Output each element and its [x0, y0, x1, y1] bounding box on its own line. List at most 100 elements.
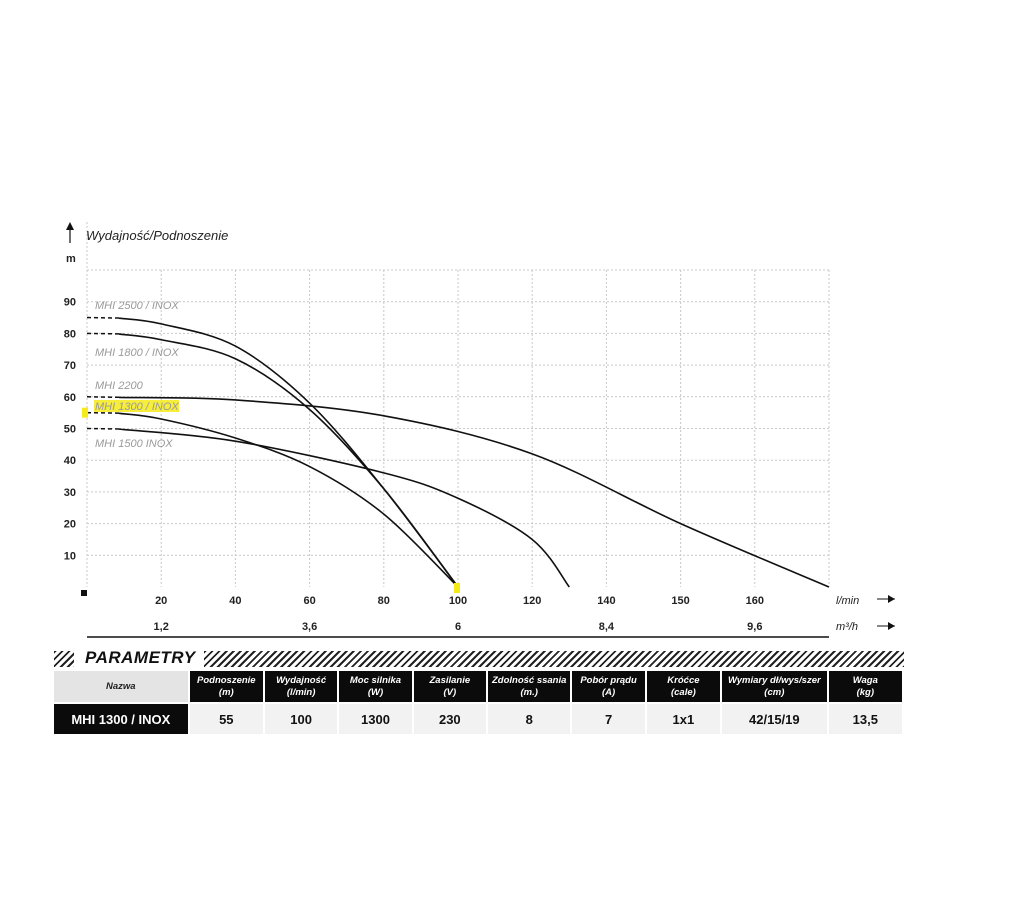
col-unit: (W) [367, 686, 384, 698]
cell-moc: 1300 [337, 702, 413, 734]
x2-tick-label: 3,6 [302, 621, 317, 633]
col-header-wymiary: Wymiary dł/wys/szer (cm) [720, 671, 828, 703]
col-unit: (m.) [520, 686, 538, 698]
y-tick-label: 40 [64, 455, 76, 467]
col-unit: (kg) [856, 686, 874, 698]
x2-arrow-head [888, 622, 895, 630]
y-tick-label: 70 [64, 360, 76, 372]
params-header-row: Nazwa Podnoszenie (m) Wydajność (l/min) Mo… [54, 671, 902, 703]
col-unit: (l/min) [286, 686, 316, 698]
y-tick-label: 60 [64, 392, 76, 404]
chart-grid [86, 222, 830, 587]
col-header-wydajnosc: Wydajność (l/min) [262, 671, 339, 703]
curve-dash-4 [86, 411, 120, 414]
params-header: PARAMETRY [54, 648, 904, 669]
label-highlight [94, 400, 179, 412]
col-unit: (cm) [764, 686, 785, 698]
cell-zasilanie: 230 [411, 702, 487, 734]
params-title: PARAMETRY [85, 648, 196, 667]
curve-dash-2 [86, 332, 120, 335]
series-label-5: MHI 1500 INOX [95, 438, 173, 450]
col-label: Moc silnika [349, 674, 402, 686]
cell-waga: 13,5 [826, 702, 902, 734]
col-label: Króćce [667, 674, 700, 686]
chart-title: Wydajność/Podnoszenie [86, 228, 228, 243]
x2-axis-unit: m³/h [836, 621, 858, 633]
cell-wymiary: 42/15/19 [720, 702, 828, 734]
cell-krocce: 1x1 [644, 702, 722, 734]
x-axis-unit: l/min [836, 595, 859, 607]
pump-curve-chart: 10 20 30 40 50 60 70 80 90 20 40 60 80 100 120 140 150 1… [64, 222, 895, 638]
col-header-krocce: Króćce (cale) [644, 671, 722, 703]
x-arrow-head [888, 595, 895, 603]
hatch-left [54, 651, 74, 667]
y-arrow-head [66, 222, 74, 230]
y-tick-label: 50 [64, 424, 76, 436]
x-tick-label: 120 [523, 595, 541, 607]
y-tick-label: 30 [64, 487, 76, 499]
col-unit: (cale) [670, 686, 696, 698]
x-tick-label: 40 [229, 595, 241, 607]
col-header-ssanie: Zdolność ssania (m.) [485, 671, 572, 703]
axis-highlight-marker [82, 407, 88, 418]
series-label-2: MHI 1800 / INOX [95, 347, 179, 359]
col-label: Nazwa [106, 680, 136, 692]
hatch-right [204, 651, 904, 667]
cell-podnoszenie: 55 [187, 702, 264, 734]
chart-titles: Wydajność/Podnoszenie m [66, 222, 228, 265]
y-axis-unit: m [66, 253, 76, 265]
x-tick-label: 20 [155, 595, 167, 607]
col-label: Waga [852, 674, 878, 686]
x-tick-label: 140 [597, 595, 615, 607]
series-label-1: MHI 2500 / INOX [95, 300, 179, 312]
x-tick-label: 150 [671, 595, 689, 607]
x2-axis: 1,2 3,6 6 8,4 9,6 m³/h [87, 621, 895, 638]
col-label: Pobór prądu [580, 674, 637, 686]
y-tick-label: 80 [64, 328, 76, 340]
col-header-waga: Waga (kg) [826, 671, 902, 703]
col-label: Wydajność [276, 674, 327, 686]
params-table: Nazwa Podnoszenie (m) Wydajność (l/min) Mo… [54, 671, 902, 734]
col-label: Zdolność ssania [491, 674, 567, 686]
col-header-moc: Moc silnika (W) [337, 671, 413, 703]
x2-tick-label: 6 [455, 621, 461, 633]
cell-nazwa: MHI 1300 / INOX [54, 702, 189, 734]
col-label: Zasilanie [429, 674, 471, 686]
x-tick-label: 160 [746, 595, 764, 607]
x2-tick-label: 1,2 [154, 621, 169, 633]
curve-2 [118, 333, 459, 588]
y-tick-label: 90 [64, 297, 76, 309]
cell-ssanie: 8 [485, 702, 572, 734]
x2-tick-label: 8,4 [599, 621, 615, 633]
y-tick-label: 10 [64, 550, 76, 562]
curve-dash-5 [86, 427, 120, 430]
cell-wydajnosc: 100 [262, 702, 339, 734]
col-header-nazwa: Nazwa [54, 671, 189, 703]
origin-marker [81, 590, 87, 596]
curves [86, 316, 830, 588]
cell-pobor: 7 [570, 702, 646, 734]
col-header-pobor: Pobór prądu (A) [570, 671, 646, 703]
curve-4 [118, 412, 459, 588]
curve-dash-3 [86, 396, 120, 399]
x-tick-label: 80 [378, 595, 390, 607]
series-label-4: MHI 1300 / INOX [95, 401, 179, 413]
col-label: Wymiary dł/wys/szer [727, 674, 821, 686]
x2-tick-label: 9,6 [747, 621, 762, 633]
curve-dash-1 [86, 316, 120, 319]
x-axis: 20 40 60 80 100 120 140 150 160 l/min [155, 595, 895, 607]
col-unit: (A) [601, 686, 616, 698]
col-unit: (V) [443, 686, 457, 698]
col-label: Podnoszenie [197, 674, 256, 686]
curve-5 [118, 428, 570, 588]
col-header-zasilanie: Zasilanie (V) [411, 671, 487, 703]
params-row: MHI 1300 / INOX 55 100 1300 230 8 7 1x1 … [54, 702, 902, 734]
col-unit: (m) [218, 686, 234, 698]
series-labels: MHI 2500 / INOX MHI 1800 / INOX MHI 2200 MH… [82, 300, 460, 593]
curve-3 [118, 396, 830, 588]
x-tick-label: 60 [303, 595, 315, 607]
col-header-podnoszenie: Podnoszenie (m) [187, 671, 264, 703]
end-highlight-marker [454, 583, 460, 593]
series-label-3: MHI 2200 [95, 380, 144, 392]
y-tick-label: 20 [64, 519, 76, 531]
